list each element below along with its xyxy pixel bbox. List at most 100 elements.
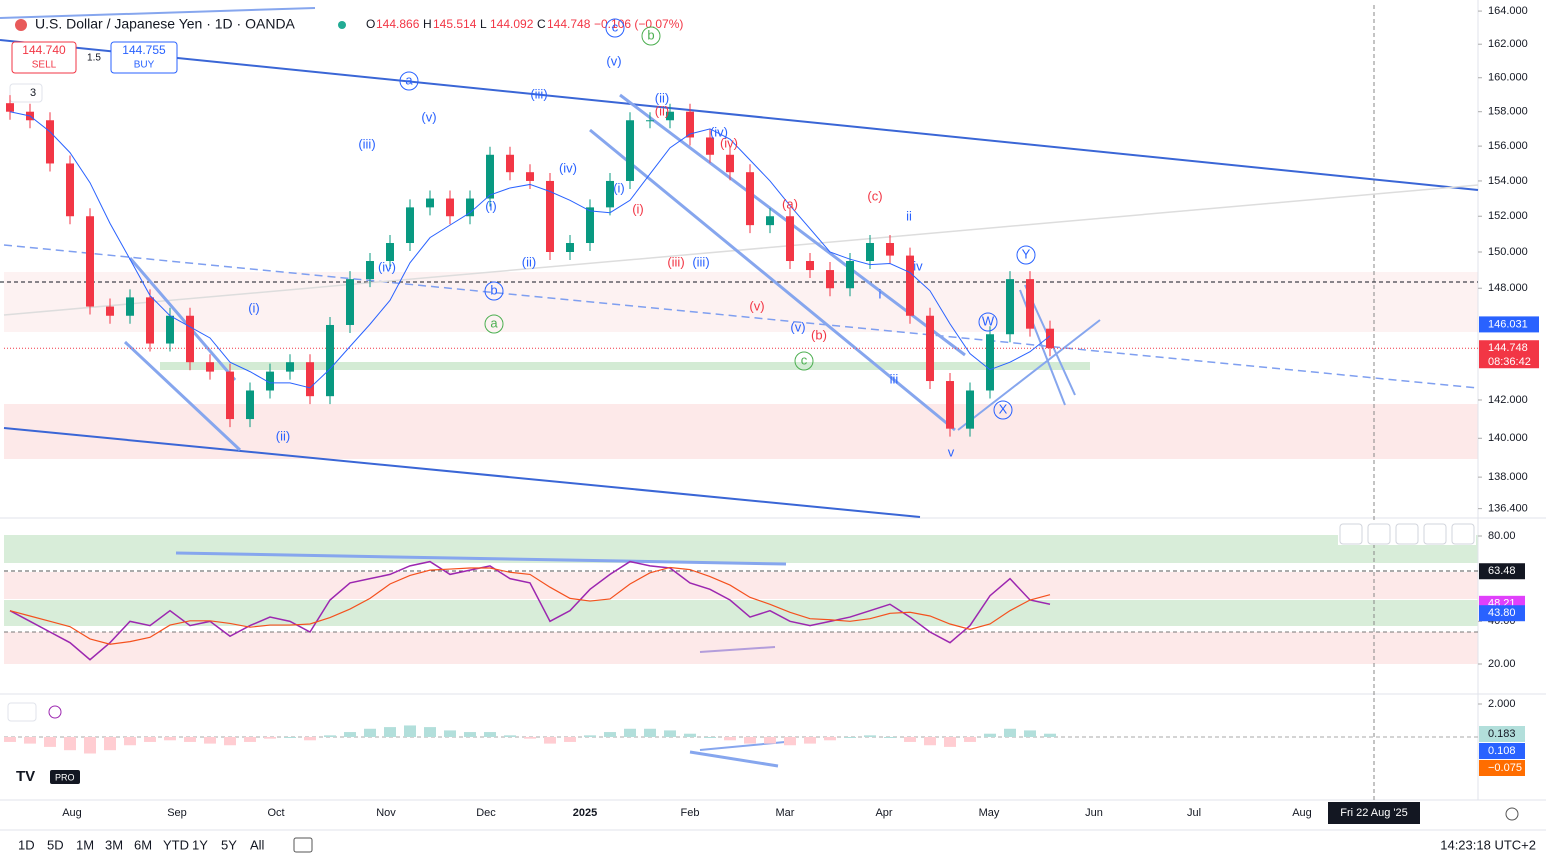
pro-badge <box>50 770 80 784</box>
time-label: Aug <box>1292 807 1312 819</box>
wave-label: (iii) <box>530 86 547 101</box>
wave-label: (ii) <box>655 103 669 118</box>
wave-circle <box>978 312 998 332</box>
buy-button[interactable] <box>110 41 178 74</box>
macd-hist-bar <box>444 730 456 737</box>
wave-label: i <box>879 286 882 301</box>
wave-label: v <box>948 444 955 459</box>
candle-body <box>486 154 494 199</box>
wave-label: (a) <box>782 196 798 211</box>
macd-hist-bar <box>64 737 76 751</box>
macd-toggle[interactable] <box>7 702 37 722</box>
candle-body <box>726 154 734 173</box>
range-button[interactable]: 5D <box>47 837 64 852</box>
macd-hist-bar <box>744 737 756 744</box>
candle-body <box>686 111 694 138</box>
price-badge-label: 146.031 <box>1488 318 1528 330</box>
macd-settings[interactable] <box>48 705 62 719</box>
macd-hist-bar <box>24 737 36 744</box>
candle-body <box>46 120 54 164</box>
candle-body <box>386 243 394 262</box>
ohlc-value: 144.092 <box>490 17 534 31</box>
candle-body <box>466 198 474 217</box>
range-button[interactable]: YTD <box>163 837 189 852</box>
candle-body <box>206 362 214 372</box>
wave-circle <box>794 351 814 371</box>
price-tick-label: 160.000 <box>1488 72 1528 84</box>
macd-hist-bar <box>404 725 416 737</box>
time-label: Jul <box>1187 807 1201 819</box>
macd-hist-bar <box>524 737 536 739</box>
macd-tick-label: 2.000 <box>1488 698 1516 710</box>
ohlc-value: 145.514 <box>433 17 477 31</box>
wave-label: a <box>405 72 413 87</box>
wave-circle <box>993 400 1013 420</box>
range-button[interactable]: 3M <box>105 837 123 852</box>
range-button[interactable]: 5Y <box>221 837 237 852</box>
move-up[interactable] <box>1339 523 1363 545</box>
candle-body <box>786 216 794 262</box>
wave-label: (iii) <box>692 254 709 269</box>
candle-body <box>986 334 994 391</box>
time-label: Mar <box>776 807 795 819</box>
range-button[interactable]: 1Y <box>192 837 208 852</box>
sell-button[interactable] <box>11 41 77 74</box>
delete-pane[interactable] <box>1395 523 1419 545</box>
price-tick-label: 138.000 <box>1488 471 1528 483</box>
date-range-icon[interactable] <box>293 837 313 853</box>
buy-price: 144.755 <box>122 43 166 57</box>
price-tick-label: 150.000 <box>1488 246 1528 258</box>
candle-body <box>546 180 554 252</box>
time-label: Aug <box>62 807 82 819</box>
macd-hist-bar <box>1044 733 1056 737</box>
settings-icon[interactable] <box>1505 807 1519 821</box>
clock: 14:23:18 UTC+2 <box>1440 837 1536 852</box>
candle-body <box>906 255 914 316</box>
range-button[interactable]: All <box>250 837 265 852</box>
wave-label: (i) <box>485 198 497 213</box>
rsi-lower-zone <box>4 632 1478 664</box>
maximize-pane[interactable] <box>1451 523 1475 545</box>
candle-body <box>126 297 134 316</box>
wave-label: c <box>612 19 619 34</box>
macd-badge-label: 0.183 <box>1488 728 1516 740</box>
candle-body <box>1046 328 1054 349</box>
price-tick-label: 164.000 <box>1488 5 1528 17</box>
symbol-title: U.S. Dollar / Japanese Yen · 1D · OANDA <box>35 16 296 32</box>
macd-badge <box>1479 760 1525 776</box>
macd-hist-bar <box>784 737 796 746</box>
candle-body <box>6 103 14 112</box>
candle-body <box>246 390 254 420</box>
time-label: Nov <box>376 807 396 819</box>
wave-label: Y <box>1022 246 1031 261</box>
candle-body <box>446 198 454 217</box>
candle-body <box>826 270 834 289</box>
time-label: Apr <box>875 807 892 819</box>
logo: TV <box>16 768 35 785</box>
candle-body <box>86 216 94 307</box>
indicator-toggle[interactable] <box>9 83 43 103</box>
candle-body <box>666 111 674 121</box>
wave-label: a <box>490 315 498 330</box>
range-button[interactable]: 6M <box>134 837 152 852</box>
time-label: Feb <box>681 807 700 819</box>
macd-hist-bar <box>664 730 676 737</box>
range-button[interactable]: 1M <box>76 837 94 852</box>
wave-label: (ii) <box>276 428 290 443</box>
macd-hist-bar <box>144 737 156 742</box>
macd-hist-bar <box>1004 728 1016 737</box>
macd-hist-bar <box>564 737 576 742</box>
wave-label: b <box>647 27 654 42</box>
wave-circle <box>605 18 625 38</box>
macd-hist-bar <box>824 737 836 741</box>
range-button[interactable]: 1D <box>18 837 35 852</box>
wave-label: c <box>801 352 808 367</box>
collapse-pane[interactable] <box>1423 523 1447 545</box>
rsi-tick-label: 80.00 <box>1488 530 1516 542</box>
macd-hist-bar <box>484 732 496 737</box>
candle-body <box>946 381 954 429</box>
time-label: Sep <box>167 807 187 819</box>
candle-body <box>586 207 594 244</box>
move-down[interactable] <box>1367 523 1391 545</box>
